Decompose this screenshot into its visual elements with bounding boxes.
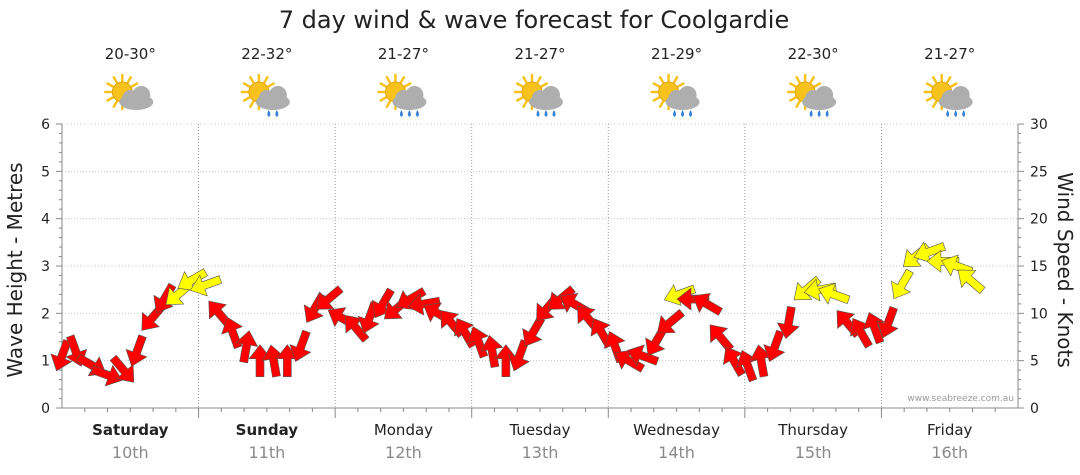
wind-arrow [289,329,312,362]
shower-icon [513,73,563,117]
day-name-label: Thursday [777,421,848,439]
right-tick-label: 25 [1030,164,1048,180]
day-date-label: 14th [658,443,695,462]
day-name-label: Sunday [236,421,299,439]
chart-title: 7 day wind & wave forecast for Coolgardi… [279,6,789,34]
right-tick-label: 20 [1030,212,1048,228]
day-date-label: 11th [248,443,285,462]
right-tick-label: 15 [1030,259,1048,275]
wind-arrow [663,284,697,306]
left-tick-label: 5 [41,164,50,180]
wind-arrow [125,334,148,367]
wind-arrow [407,292,441,316]
wind-arrow [776,306,800,340]
day-temp-label: 21-27° [924,45,975,63]
right-tick-label: 5 [1030,354,1039,370]
left-tick-label: 3 [41,259,50,275]
weather-row: 20-30° 22-32° 21-27° 21-27° 21-29° 22-30° 21-2… [104,45,975,117]
day-name-label: Wednesday [633,421,720,439]
partly-cloudy-icon [104,73,154,111]
wind-arrow [692,292,723,316]
wind-arrow [657,309,685,334]
wind-arrow [248,344,272,378]
day-temp-label: 20-30° [105,45,156,63]
wind-arrow [676,287,710,311]
day-temp-label: 21-29° [651,45,702,63]
shower-icon [377,73,427,117]
watermark: www.seabreeze.com.au [907,394,1014,404]
left-tick-label: 2 [41,306,50,322]
left-tick-label: 1 [41,354,50,370]
wind-arrow [90,364,123,387]
day-date-label: 12th [385,443,422,462]
wind-arrow [235,330,259,364]
shower-icon [923,73,973,117]
left-tick-label: 6 [41,117,50,133]
day-temp-label: 22-32° [241,45,292,63]
wind-arrow [315,285,344,310]
right-axis-label: Wind Speed - Knots [1053,172,1077,368]
day-temp-label: 21-27° [514,45,565,63]
day-name-label: Tuesday [508,421,570,439]
day-date-label: 16th [931,443,968,462]
wind-arrow [626,344,660,367]
day-temp-label: 21-27° [378,45,429,63]
day-name-label: Saturday [92,421,169,439]
left-tick-label: 0 [41,401,50,417]
day-name-label: Monday [374,421,433,439]
wind-arrow [763,329,786,362]
wind-arrow [957,269,986,294]
wind-arrow [818,282,851,305]
left-axis: 0 1 2 3 4 5 6 [41,117,62,417]
left-axis-label: Wave Height - Metres [3,162,27,377]
wind-arrow [876,306,899,339]
shower-icon [650,73,700,117]
day-date-label: 13th [522,443,559,462]
wind-arrow [189,274,223,297]
x-axis: Saturday 10th Sunday 11th Monday 12th Tuesday 1… [84,408,996,462]
wind-arrow [221,316,244,350]
day-temp-label: 22-30° [788,45,839,63]
wind-arrow [863,312,885,345]
right-tick-label: 0 [1030,401,1039,417]
right-tick-label: 30 [1030,117,1048,133]
day-name-label: Friday [927,421,973,439]
wind-arrow [890,268,914,300]
right-tick-label: 10 [1030,306,1048,322]
wind-arrow [480,334,504,368]
wind-arrows [50,241,986,387]
right-axis: 0 5 10 15 20 25 30 [1018,117,1048,417]
shower-icon [786,73,837,117]
left-tick-label: 4 [41,212,50,228]
cloudy-drizzle-icon [240,73,290,117]
day-date-label: 10th [112,443,149,462]
grid-lines [61,123,1019,409]
day-date-label: 15th [795,443,832,462]
